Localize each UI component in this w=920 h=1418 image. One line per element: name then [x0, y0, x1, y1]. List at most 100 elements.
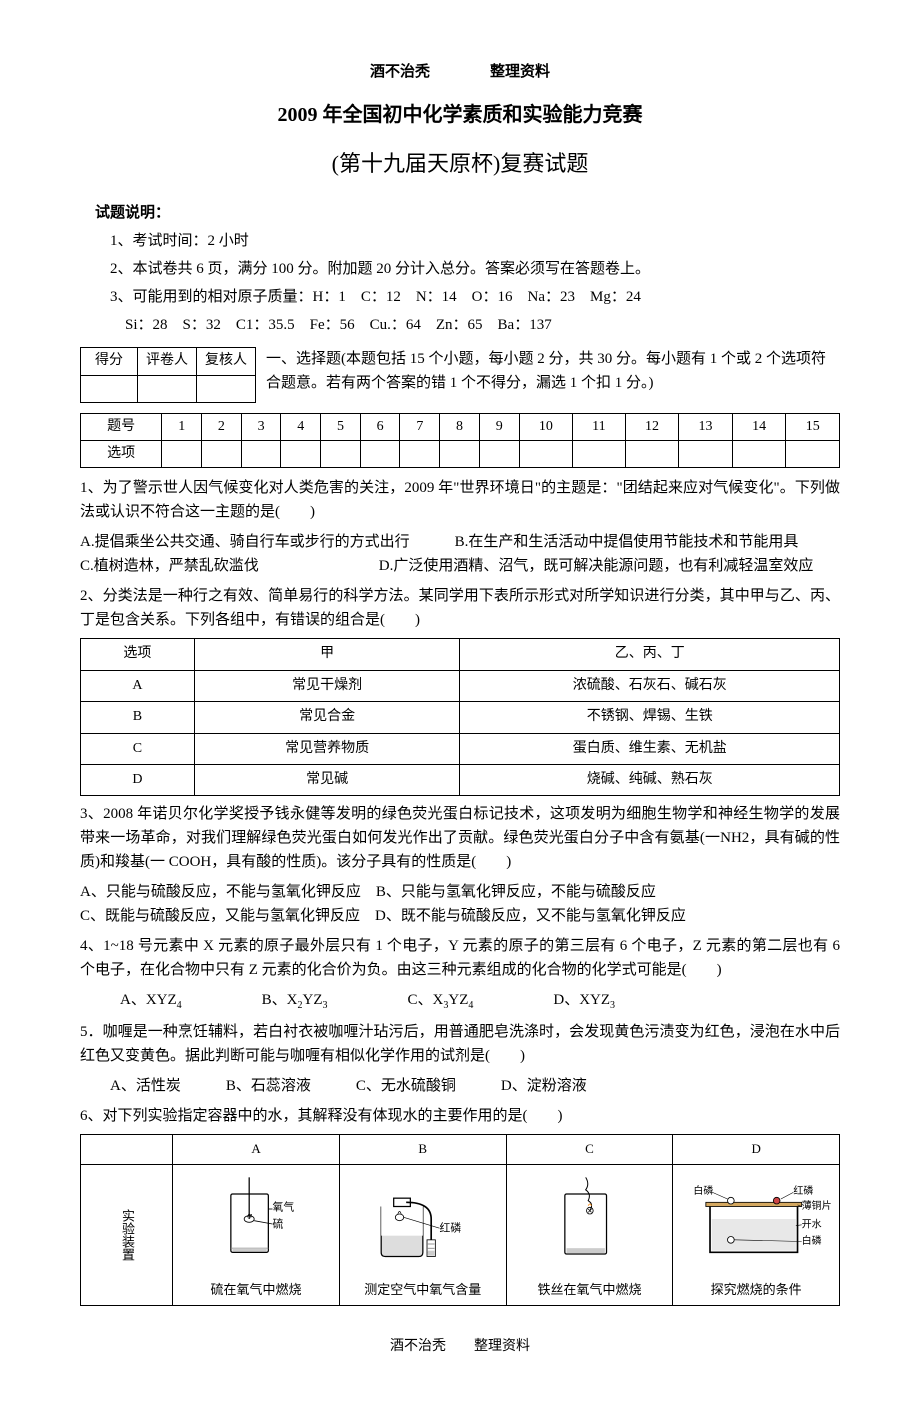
answer-row-label: 题号 — [81, 413, 162, 440]
q1-options: A.提倡乘坐公共交通、骑自行车或步行的方式出行 B.在生产和生活活动中提倡使用节… — [80, 530, 840, 578]
q2-table: 选项 甲 乙、丙、丁 A 常见干燥剂 浓硫酸、石灰石、碱石灰 B 常见合金 不锈… — [80, 638, 840, 796]
q6-diagram-d: 白磷 红磷 薄铜片 开水 白磷 探究燃烧的条件 — [673, 1165, 840, 1306]
q5-opt-a: A、活性炭 — [110, 1078, 181, 1094]
q-num: 2 — [202, 413, 242, 440]
q-num: 10 — [519, 413, 573, 440]
inst-line-1: 1、考试时间：2 小时 — [80, 229, 840, 253]
q2-r3-rest: 烧碱、纯碱、熟石灰 — [460, 764, 840, 795]
q6-diagram-a: 氧气 硫 硫在氧气中燃烧 — [173, 1165, 340, 1306]
svg-text:红磷: 红磷 — [794, 1184, 814, 1197]
score-blank — [197, 375, 256, 402]
score-h3: 复核人 — [197, 348, 256, 375]
q3-opt-c: C、既能与硫酸反应，又能与氢氧化钾反应 — [80, 908, 360, 924]
q2-h-rest: 乙、丙、丁 — [460, 639, 840, 670]
q3-opt-a: A、只能与硫酸反应，不能与氢氧化钾反应 — [80, 884, 361, 900]
inst-line-3: 3、可能用到的相对原子质量：H：1 C：12 N：14 O：16 Na：23 M… — [80, 285, 840, 309]
q6-caption-d: 探究燃烧的条件 — [677, 1276, 835, 1301]
section-1-title: 一、选择题(本题包括 15 个小题，每小题 2 分，共 30 分。每小题有 1 … — [266, 347, 840, 395]
q-num: 9 — [479, 413, 519, 440]
question-6: 6、对下列实验指定容器中的水，其解释没有体现水的主要作用的是( ) — [80, 1104, 840, 1128]
q-num: 1 — [162, 413, 202, 440]
svg-text:薄铜片: 薄铜片 — [802, 1199, 832, 1212]
q-num: 7 — [400, 413, 440, 440]
q2-r0-sel: A — [81, 670, 195, 701]
answer-blank — [440, 440, 480, 467]
answer-blank — [732, 440, 786, 467]
q4-opt-b: B、X2YZ3 — [262, 988, 328, 1014]
q4-opt-d: D、XYZ3 — [553, 988, 615, 1014]
instructions-block: 试题说明： 1、考试时间：2 小时 2、本试卷共 6 页，满分 100 分。附加… — [80, 201, 840, 337]
q6-caption-c: 铁丝在氧气中燃烧 — [511, 1276, 669, 1301]
answer-blank — [241, 440, 281, 467]
score-section-wrap: 得分 评卷人 复核人 一、选择题(本题包括 15 个小题，每小题 2 分，共 3… — [80, 347, 840, 402]
question-2: 2、分类法是一种行之有效、简单易行的科学方法。某同学用下表所示形式对所学知识进行… — [80, 584, 840, 632]
answer-blank — [519, 440, 573, 467]
q5-opt-c: C、无水硫酸铜 — [356, 1078, 456, 1094]
q-num: 8 — [440, 413, 480, 440]
q-num: 12 — [625, 413, 679, 440]
q5-opt-b: B、石蕊溶液 — [226, 1078, 311, 1094]
svg-text:氧气: 氧气 — [273, 1200, 295, 1214]
score-h1: 得分 — [81, 348, 138, 375]
q2-r1-sel: B — [81, 702, 195, 733]
q6-header-b: B — [339, 1135, 506, 1165]
q2-r1-jia: 常见合金 — [194, 702, 460, 733]
answer-row-label: 选项 — [81, 440, 162, 467]
q2-h-jia: 甲 — [194, 639, 460, 670]
q6-blank-header — [81, 1135, 173, 1165]
answer-blank — [202, 440, 242, 467]
question-1: 1、为了警示世人因气候变化对人类危害的关注，2009 年"世界环境日"的主题是：… — [80, 476, 840, 524]
answer-blank — [679, 440, 733, 467]
svg-text:白磷: 白磷 — [694, 1184, 714, 1197]
q6-header-c: C — [506, 1135, 673, 1165]
q-num: 13 — [679, 413, 733, 440]
q2-r3-jia: 常见碱 — [194, 764, 460, 795]
q2-r3-sel: D — [81, 764, 195, 795]
q3-opt-b: B、只能与氢氧化钾反应，不能与硫酸反应 — [376, 884, 656, 900]
inst-line-2: 2、本试卷共 6 页，满分 100 分。附加题 20 分计入总分。答案必须写在答… — [80, 257, 840, 281]
q-num: 3 — [241, 413, 281, 440]
instructions-heading: 试题说明： — [80, 201, 840, 225]
q2-h-sel: 选项 — [81, 639, 195, 670]
main-title: 2009 年全国初中化学素质和实验能力竞赛 — [80, 99, 840, 131]
score-blank — [81, 375, 138, 402]
q6-caption-b: 测定空气中氧气含量 — [344, 1276, 502, 1301]
question-4: 4、1~18 号元素中 X 元素的原子最外层只有 1 个电子，Y 元素的原子的第… — [80, 934, 840, 982]
score-blank — [138, 375, 197, 402]
q2-r2-sel: C — [81, 733, 195, 764]
answer-blank — [400, 440, 440, 467]
question-5: 5．咖喱是一种烹饪辅料，若白衬衣被咖喱汁玷污后，用普通肥皂洗涤时，会发现黄色污渍… — [80, 1020, 840, 1068]
q5-opt-d: D、淀粉溶液 — [501, 1078, 587, 1094]
q-num: 11 — [573, 413, 626, 440]
q6-row-label: 实验装置 — [81, 1165, 173, 1306]
q1-opt-a: A.提倡乘坐公共交通、骑自行车或步行的方式出行 — [80, 534, 410, 550]
answer-blank — [573, 440, 626, 467]
answer-grid: 题号 1 2 3 4 5 6 7 8 9 10 11 12 13 14 15 选… — [80, 413, 840, 469]
q4-opt-c: C、X3YZ4 — [408, 988, 474, 1014]
q6-diagram-b: 红磷 测定空气中氧气含量 — [339, 1165, 506, 1306]
q5-options: A、活性炭 B、石蕊溶液 C、无水硫酸铜 D、淀粉溶液 — [80, 1074, 840, 1098]
q-num: 4 — [281, 413, 321, 440]
answer-blank — [321, 440, 361, 467]
q1-opt-d: D.广泛使用酒精、沼气，既可解决能源问题，也有利减轻温室效应 — [379, 558, 814, 574]
q-num: 14 — [732, 413, 786, 440]
answer-blank — [281, 440, 321, 467]
question-3: 3、2008 年诺贝尔化学奖授予钱永健等发明的绿色荧光蛋白标记技术，这项发明为细… — [80, 802, 840, 874]
q4-opt-a: A、XYZ4 — [120, 988, 182, 1014]
q1-opt-b: B.在生产和生活活动中提倡使用节能技术和节能用具 — [455, 534, 799, 550]
svg-text:白磷: 白磷 — [802, 1234, 822, 1247]
q-num: 5 — [321, 413, 361, 440]
q-num: 6 — [360, 413, 400, 440]
q3-options: A、只能与硫酸反应，不能与氢氧化钾反应 B、只能与氢氧化钾反应，不能与硫酸反应 … — [80, 880, 840, 928]
q2-r2-jia: 常见营养物质 — [194, 733, 460, 764]
svg-text:硫: 硫 — [273, 1216, 284, 1230]
q-num: 15 — [786, 413, 840, 440]
answer-blank — [360, 440, 400, 467]
q6-diagram-c: 铁丝在氧气中燃烧 — [506, 1165, 673, 1306]
answer-blank — [479, 440, 519, 467]
q2-r1-rest: 不锈钢、焊锡、生铁 — [460, 702, 840, 733]
answer-blank — [786, 440, 840, 467]
q6-header-d: D — [673, 1135, 840, 1165]
answer-blank — [162, 440, 202, 467]
answer-blank — [625, 440, 679, 467]
